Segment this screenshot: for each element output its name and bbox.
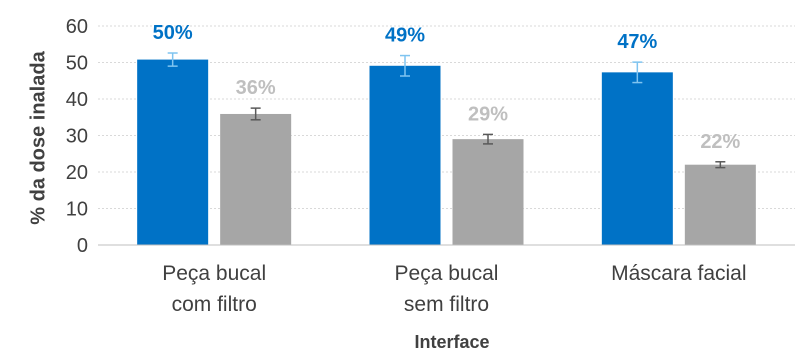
x-tick-label: Peça bucal [162,262,266,285]
x-axis-categories: Peça bucal com filtro Peça bucal sem filtro… [162,262,746,316]
error-bar [400,54,410,77]
data-labels: 50% 36% 49% 29% 47% 22% [153,22,741,153]
error-bar [167,52,178,67]
y-tick-label: 60 [66,16,88,38]
x-tick-label: sem filtro [404,293,489,316]
bar [220,113,292,245]
data-label: 29% [468,103,508,125]
y-tick-label: 30 [66,126,88,148]
bar [452,139,524,245]
error-bar [483,133,493,145]
error-bar [715,161,726,169]
x-tick-label: com filtro [172,293,257,316]
error-bar [632,61,643,84]
grid-lines [98,25,795,209]
data-label: 36% [236,77,276,99]
data-label: 22% [700,131,740,153]
x-tick-label: Máscara facial [611,262,746,285]
y-tick-label: 0 [77,235,88,257]
y-axis-ticks: 0 10 20 30 40 50 60 [66,16,88,257]
bar [684,164,756,245]
y-axis-title: % da dose inalada [27,50,49,224]
y-tick-label: 50 [66,53,88,75]
data-label: 49% [385,25,425,47]
bar [369,65,441,245]
error-bar [250,107,261,121]
x-axis-title: Interface [414,332,489,351]
bars [137,59,756,245]
data-label: 47% [617,31,657,53]
error-bars [167,52,726,169]
y-tick-label: 10 [66,199,88,221]
y-tick-label: 20 [66,162,88,184]
y-tick-label: 40 [66,89,88,111]
x-tick-label: Peça bucal [395,262,499,285]
bar [137,59,209,245]
data-label: 50% [153,22,193,44]
bar [601,72,673,245]
